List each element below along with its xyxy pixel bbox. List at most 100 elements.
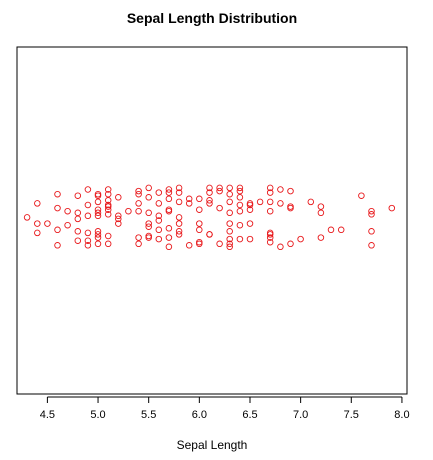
data-point bbox=[165, 234, 173, 241]
data-point bbox=[94, 192, 102, 199]
data-point bbox=[206, 200, 213, 207]
data-point bbox=[115, 215, 122, 223]
data-point bbox=[145, 220, 152, 227]
data-point bbox=[155, 217, 163, 224]
data-point bbox=[94, 206, 102, 213]
data-point bbox=[84, 201, 92, 209]
data-point bbox=[145, 194, 152, 201]
data-point bbox=[165, 243, 173, 251]
x-axis-label: Sepal Length bbox=[177, 438, 248, 452]
data-point bbox=[64, 221, 71, 229]
data-point bbox=[226, 198, 233, 206]
data-point bbox=[104, 186, 112, 193]
data-point bbox=[287, 204, 294, 212]
data-point bbox=[94, 231, 102, 238]
data-point bbox=[226, 190, 233, 198]
data-point bbox=[175, 198, 183, 206]
data-point bbox=[145, 223, 152, 230]
data-point bbox=[44, 220, 51, 227]
data-point bbox=[368, 211, 375, 218]
data-point bbox=[84, 242, 92, 249]
data-point bbox=[226, 220, 233, 227]
data-point bbox=[84, 212, 92, 220]
data-point bbox=[226, 209, 233, 217]
data-point bbox=[155, 212, 163, 220]
data-point bbox=[54, 204, 61, 212]
data-point bbox=[368, 242, 375, 249]
data-point bbox=[94, 212, 102, 220]
data-point bbox=[135, 190, 142, 198]
data-point bbox=[196, 206, 203, 213]
data-point bbox=[94, 209, 102, 217]
data-point bbox=[104, 232, 112, 240]
data-point bbox=[145, 184, 152, 192]
data-point bbox=[266, 189, 274, 196]
x-tick-label: 6.0 bbox=[192, 409, 207, 421]
data-point bbox=[115, 194, 122, 201]
data-point bbox=[175, 231, 183, 238]
data-point bbox=[358, 192, 365, 199]
data-point bbox=[115, 212, 122, 220]
data-point bbox=[317, 203, 325, 210]
data-point bbox=[327, 226, 335, 234]
data-point bbox=[216, 184, 223, 192]
data-point bbox=[104, 211, 112, 218]
data-point bbox=[266, 198, 274, 206]
data-point bbox=[277, 186, 284, 193]
data-point bbox=[54, 242, 61, 249]
data-point bbox=[246, 220, 254, 227]
data-point bbox=[94, 240, 102, 248]
data-point bbox=[368, 207, 375, 215]
data-point bbox=[287, 240, 294, 248]
data-point bbox=[246, 206, 254, 213]
data-point bbox=[84, 186, 92, 193]
x-axis: 4.5 5.0 5.5 6.0 6.5 7.0 7.5 8.0 bbox=[40, 396, 410, 421]
data-point bbox=[64, 207, 71, 215]
data-point bbox=[155, 235, 163, 243]
data-point bbox=[74, 237, 82, 244]
data-point bbox=[236, 187, 244, 195]
x-tick-label: 5.0 bbox=[90, 409, 105, 421]
data-point bbox=[226, 184, 233, 192]
data-point bbox=[196, 220, 203, 227]
data-point bbox=[287, 187, 294, 195]
data-point bbox=[94, 234, 102, 241]
data-point bbox=[125, 207, 132, 215]
data-point bbox=[185, 242, 193, 249]
data-point bbox=[104, 203, 112, 210]
data-point bbox=[23, 214, 31, 221]
data-point bbox=[74, 228, 82, 235]
data-point bbox=[135, 240, 142, 248]
plot-frame bbox=[16, 46, 408, 395]
data-point bbox=[175, 214, 183, 221]
data-point bbox=[266, 234, 274, 241]
data-point bbox=[165, 186, 173, 193]
data-point bbox=[74, 192, 82, 199]
data-point bbox=[388, 204, 396, 212]
data-point bbox=[175, 228, 183, 235]
data-point bbox=[216, 240, 223, 248]
data-point bbox=[196, 240, 203, 248]
data-point bbox=[246, 235, 254, 243]
data-point bbox=[185, 195, 193, 203]
data-point bbox=[135, 200, 142, 207]
data-point bbox=[34, 200, 41, 207]
data-point bbox=[104, 190, 112, 198]
data-points bbox=[23, 184, 396, 251]
data-point bbox=[226, 228, 233, 235]
data-point bbox=[206, 184, 213, 192]
data-point bbox=[165, 189, 173, 196]
data-point bbox=[266, 231, 274, 238]
data-point bbox=[84, 237, 92, 244]
data-point bbox=[74, 215, 82, 223]
x-tick-label: 4.5 bbox=[40, 409, 55, 421]
data-point bbox=[266, 184, 274, 192]
data-point bbox=[54, 226, 61, 234]
data-point bbox=[155, 189, 163, 196]
data-point bbox=[104, 240, 112, 248]
x-tick-label: 7.0 bbox=[293, 409, 308, 421]
data-point bbox=[135, 187, 142, 195]
data-point bbox=[145, 209, 152, 217]
